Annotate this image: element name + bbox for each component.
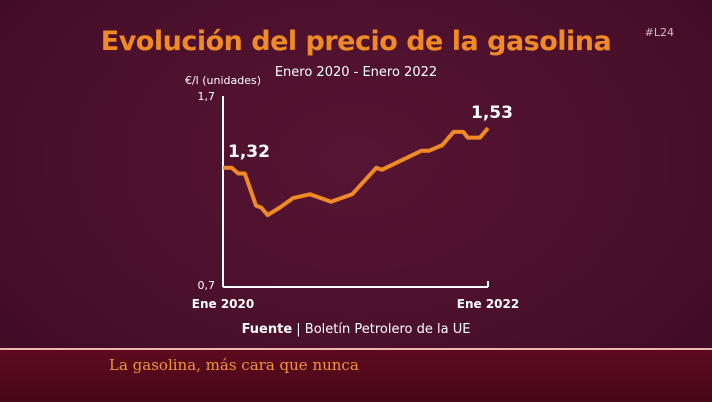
chart-title: Evolución del precio de la gasolina [100,26,612,57]
data-label: 1,32 [228,142,270,162]
data-label: 1,53 [471,103,513,123]
y-axis-label: €/l (unidades) [185,74,261,87]
chart-subtitle: Enero 2020 - Enero 2022 [274,65,438,80]
source-note: Fuente | Boletín Petrolero de la UE [0,322,712,337]
price-series-line [223,126,490,218]
source-text: | Boletín Petrolero de la UE [296,322,471,337]
y-tick-label: 0,7 [198,279,216,292]
x-tick-label: Ene 2020 [192,297,254,311]
channel-logo: #L24 [644,26,674,39]
x-tick-label: Ene 2022 [457,297,519,311]
y-tick-label: 1,7 [198,90,216,103]
source-label: Fuente [241,322,293,337]
news-ticker: La gasolina, más cara que nunca [0,348,712,402]
ticker-headline: La gasolina, más cara que nunca [109,356,359,374]
